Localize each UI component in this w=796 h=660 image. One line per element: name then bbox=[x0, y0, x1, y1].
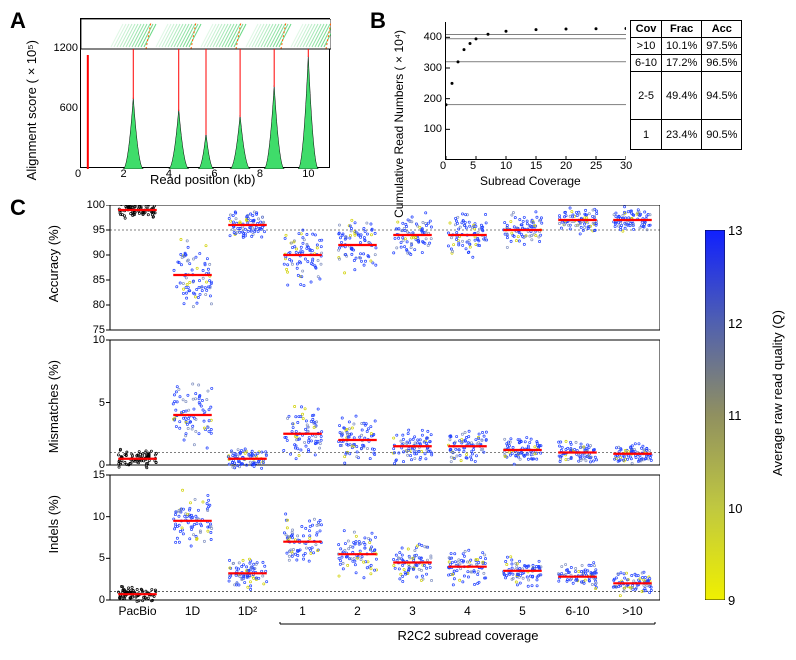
panel-b-table: Cov Frac Acc >1010.1%97.5% 6-1017.2%96.5… bbox=[630, 20, 742, 150]
panel-b-ylabel: Cumulative Read Numbers (×10⁴) bbox=[392, 30, 406, 218]
figure-container: A Alignment score (×10⁵) Read position (… bbox=[0, 0, 796, 660]
panel-a-ylabel: Alignment score (×10⁵) bbox=[24, 40, 39, 180]
panel-b-xlabel: Subread Coverage bbox=[480, 174, 581, 188]
panel-a-plot bbox=[80, 18, 330, 168]
panel-label-b: B bbox=[370, 8, 386, 34]
tbl-h0: Cov bbox=[631, 21, 662, 38]
colorbar-ticks: 910111213 bbox=[728, 230, 758, 600]
panel-c-wrap bbox=[70, 205, 660, 625]
panel-label-c: C bbox=[10, 195, 26, 221]
panel-b-plot bbox=[445, 22, 625, 160]
colorbar bbox=[705, 230, 725, 600]
colorbar-label: Average raw read quality (Q) bbox=[770, 310, 785, 476]
tbl-h2: Acc bbox=[702, 21, 742, 38]
panel-label-a: A bbox=[10, 8, 26, 34]
tbl-h1: Frac bbox=[662, 21, 702, 38]
